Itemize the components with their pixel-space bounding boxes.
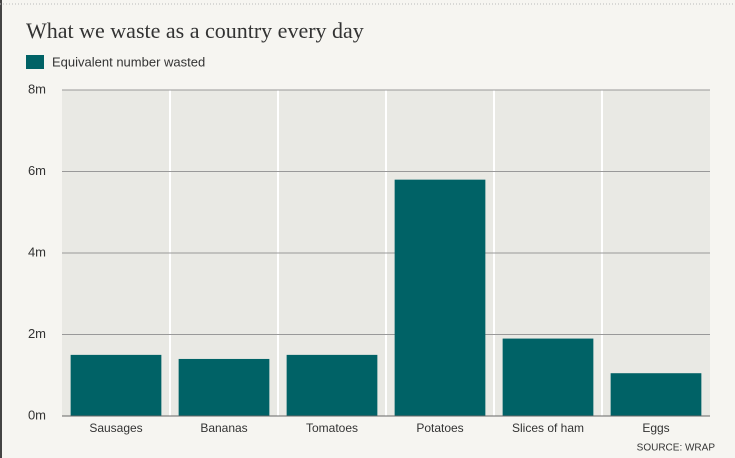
bar — [502, 338, 594, 416]
legend-swatch — [26, 55, 44, 69]
x-tick-label: Sausages — [89, 421, 142, 435]
y-tick-label: 6m — [28, 163, 46, 178]
bar — [610, 373, 702, 416]
source: SOURCE: WRAP — [637, 443, 716, 454]
x-tick-label: Potatoes — [416, 421, 463, 435]
chart-title: What we waste as a country every day — [26, 18, 364, 43]
y-tick-label: 4m — [28, 244, 46, 259]
bar — [286, 354, 378, 416]
bar — [178, 358, 270, 416]
bar — [70, 354, 162, 416]
y-tick-label: 2m — [28, 326, 46, 341]
y-tick-label: 0m — [28, 407, 46, 422]
y-tick-label: 8m — [28, 81, 46, 96]
x-tick-label: Tomatoes — [306, 421, 358, 435]
x-tick-label: Eggs — [642, 421, 669, 435]
x-tick-label: Bananas — [200, 421, 247, 435]
legend-label: Equivalent number wasted — [52, 54, 205, 69]
bar — [394, 179, 486, 416]
x-tick-label: Slices of ham — [512, 421, 584, 435]
